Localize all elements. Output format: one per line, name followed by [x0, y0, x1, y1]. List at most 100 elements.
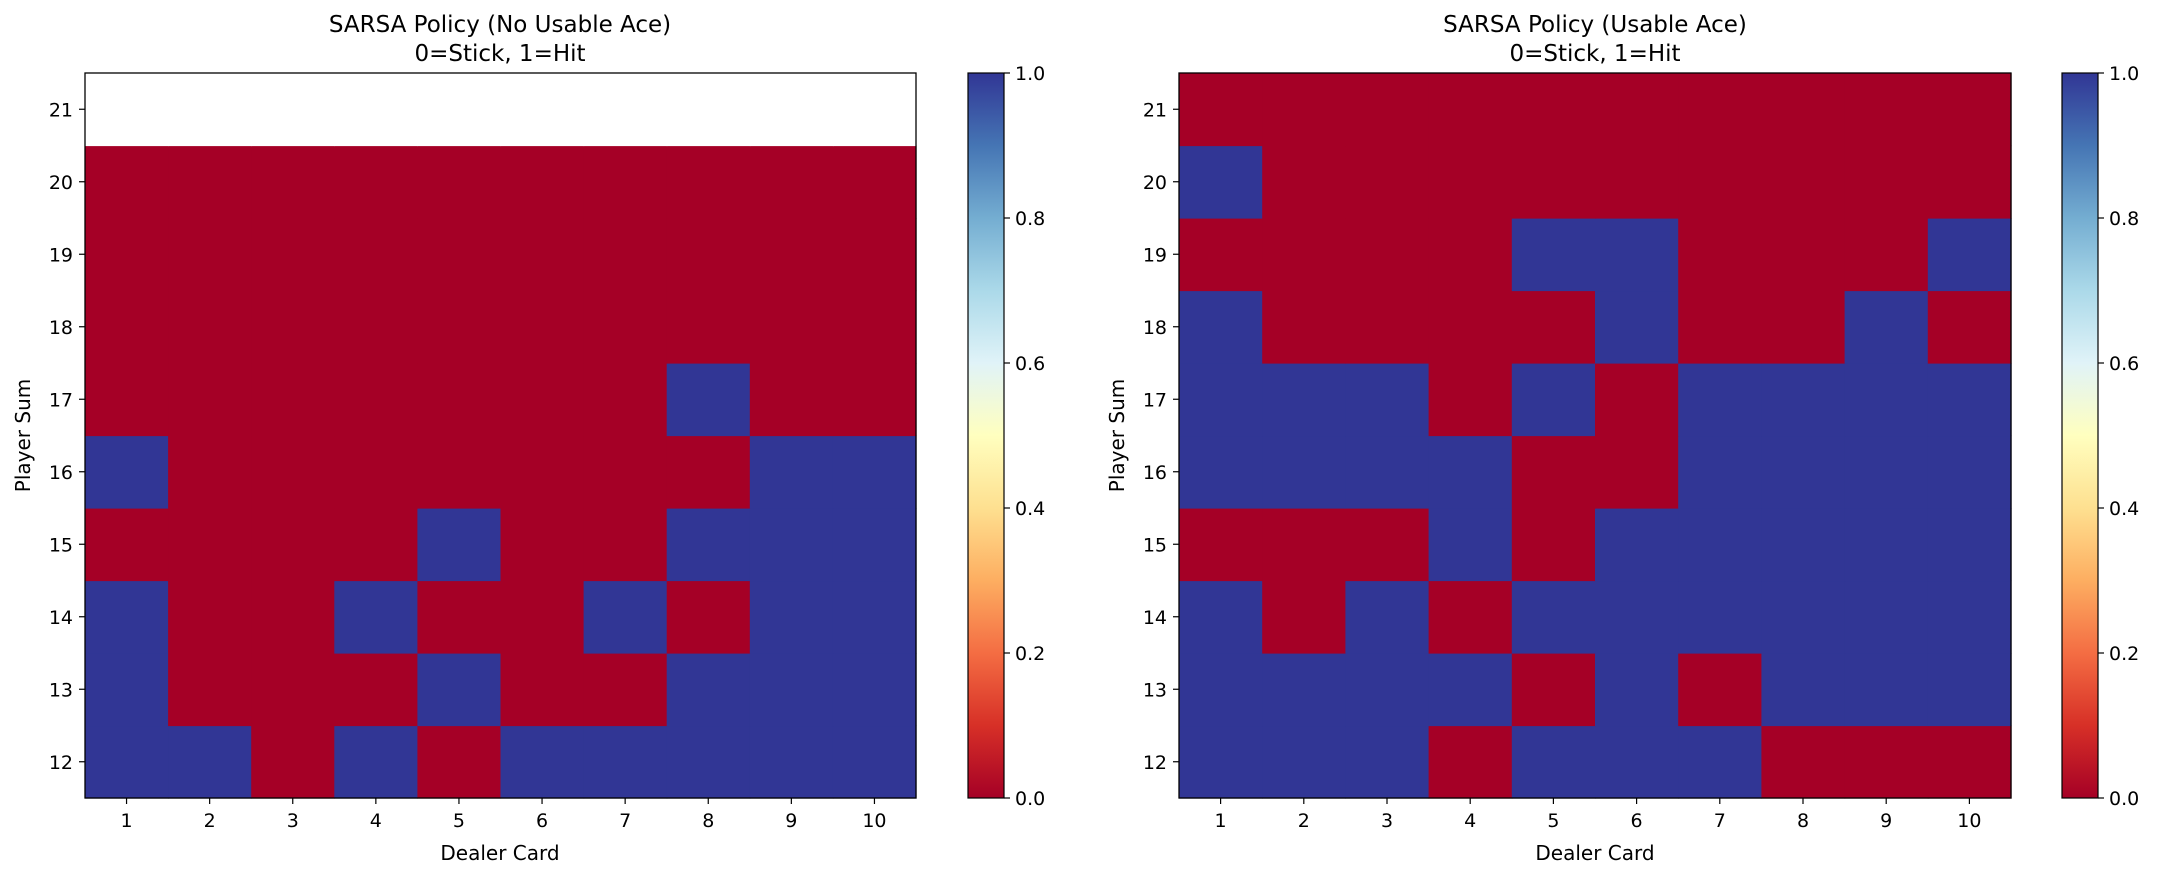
heatmap-cell: [1761, 363, 1846, 437]
heatmap-cell: [1844, 290, 1929, 364]
heatmap-cell: [251, 653, 335, 727]
heatmap-cell: [85, 435, 169, 509]
y-tick-label: 16: [49, 462, 73, 484]
heatmap-cell: [832, 725, 917, 799]
heatmap-cell: [1595, 145, 1679, 219]
heatmap-cell: [334, 435, 418, 509]
heatmap-cell: [1927, 435, 2012, 509]
x-tick-label: 8: [1797, 810, 1809, 832]
x-tick-label: 7: [1714, 810, 1726, 832]
x-tick-label: 5: [453, 810, 465, 832]
heatmap-cell: [1678, 73, 1762, 147]
heatmap-cell: [749, 290, 834, 364]
heatmap-cell: [832, 73, 917, 147]
heatmap-cell: [1262, 145, 1346, 219]
x-tick-label: 7: [619, 810, 631, 832]
heatmap-cell: [749, 363, 834, 437]
heatmap-cell: [1595, 363, 1679, 437]
heatmap-cell: [500, 725, 585, 799]
heatmap-cell: [1428, 218, 1513, 292]
heatmap-cell: [583, 580, 668, 654]
y-axis-ticks: 12 13 14 15 16 17 18 19 20 21: [49, 99, 85, 774]
x-tick-label: 4: [370, 810, 382, 832]
heatmap-cell: [1262, 508, 1346, 582]
heatmap-cell: [500, 508, 585, 582]
heatmap-cell: [334, 580, 418, 654]
heatmap-cell: [1179, 73, 1263, 147]
heatmap-cell: [832, 653, 917, 727]
x-axis-ticks: 1 2 3 4 5 6 7 8 9 10: [121, 798, 887, 832]
x-tick-label: 1: [121, 810, 133, 832]
y-axis-label: Player Sum: [1105, 379, 1129, 492]
heatmap-cell: [417, 290, 502, 364]
heatmap-cells: [85, 73, 917, 799]
heatmap-cell: [1345, 73, 1430, 147]
colorbar-tick-label: 0.6: [1015, 353, 1045, 375]
heatmap-panel-no-usable-ace: SARSA Policy (No Usable Ace) 0=Stick, 1=…: [11, 12, 1045, 865]
y-tick-label: 15: [49, 534, 73, 556]
heatmap-cell: [500, 435, 585, 509]
heatmap-cell: [251, 73, 335, 147]
y-tick-label: 12: [49, 752, 73, 774]
colorbar: 0.0 0.2 0.4 0.6 0.8 1.0: [2061, 63, 2139, 810]
heatmap-cell: [1595, 725, 1679, 799]
heatmap-cell: [1345, 363, 1430, 437]
y-tick-label: 13: [49, 679, 73, 701]
y-tick-label: 20: [49, 172, 73, 194]
heatmap-cell: [85, 73, 169, 147]
heatmap-cell: [1844, 580, 1929, 654]
heatmap-cell: [1345, 218, 1430, 292]
heatmap-cell: [168, 653, 252, 727]
heatmap-cell: [168, 435, 252, 509]
heatmap-cell: [1511, 363, 1596, 437]
heatmap-cell: [500, 290, 585, 364]
heatmap-cell: [1345, 653, 1430, 727]
heatmap-cell: [168, 145, 252, 219]
heatmap-cell: [1927, 653, 2012, 727]
heatmap-cell: [1262, 653, 1346, 727]
colorbar-tick-label: 0.8: [2109, 208, 2139, 230]
heatmap-cell: [251, 145, 335, 219]
heatmap-cell: [1345, 580, 1430, 654]
heatmap-cell: [1262, 73, 1346, 147]
y-tick-label: 12: [1143, 752, 1167, 774]
heatmap-cell: [500, 653, 585, 727]
heatmap-cell: [1179, 218, 1263, 292]
heatmap-cell: [500, 580, 585, 654]
heatmap-cell: [832, 145, 917, 219]
heatmap-cell: [500, 218, 585, 292]
heatmap-cell: [1179, 435, 1263, 509]
heatmap-cell: [1927, 580, 2012, 654]
heatmap-cell: [1844, 218, 1929, 292]
heatmap-cell: [251, 580, 335, 654]
x-tick-label: 10: [1957, 810, 1981, 832]
heatmap-cell: [583, 145, 668, 219]
heatmap-cell: [168, 725, 252, 799]
heatmap-cell: [1511, 435, 1596, 509]
heatmap-cell: [1262, 435, 1346, 509]
heatmap-cell: [1262, 218, 1346, 292]
heatmap-cell: [583, 363, 668, 437]
heatmap-cell: [500, 73, 585, 147]
chart-title-line-1: SARSA Policy (No Usable Ace): [329, 12, 671, 38]
heatmap-cell: [583, 508, 668, 582]
colorbar-tick-label: 0.0: [2109, 788, 2139, 810]
heatmap-cell: [1678, 653, 1762, 727]
heatmap-cell: [832, 290, 917, 364]
heatmap-cell: [832, 218, 917, 292]
x-tick-label: 2: [204, 810, 216, 832]
heatmap-cell: [666, 435, 751, 509]
y-tick-label: 21: [1143, 99, 1167, 121]
y-tick-label: 14: [1143, 607, 1167, 629]
heatmap-cell: [1179, 725, 1263, 799]
chart-title-line-1: SARSA Policy (Usable Ace): [1443, 12, 1747, 38]
heatmap-cell: [1844, 725, 1929, 799]
heatmap-cell: [168, 508, 252, 582]
heatmap-cells: [1179, 73, 2012, 799]
heatmap-cell: [417, 508, 502, 582]
y-tick-label: 15: [1143, 534, 1167, 556]
heatmap-cell: [749, 218, 834, 292]
heatmap-cell: [1428, 653, 1513, 727]
colorbar-gradient: [2061, 72, 2099, 799]
x-tick-label: 6: [536, 810, 548, 832]
